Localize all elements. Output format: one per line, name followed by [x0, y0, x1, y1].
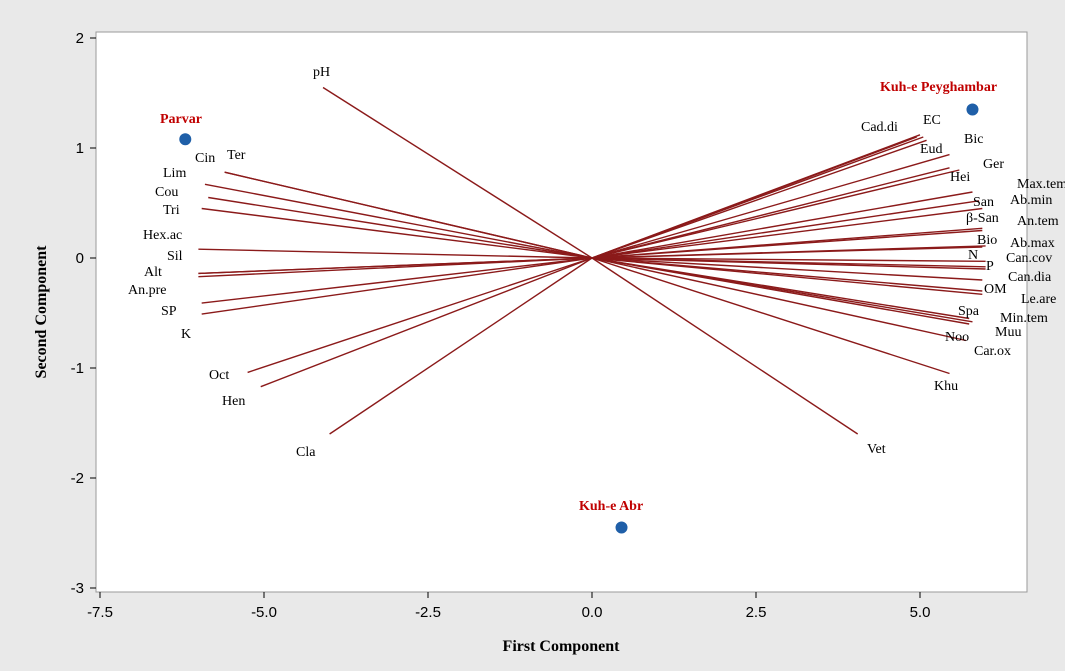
vector-label-muu: Muu: [995, 325, 1021, 340]
vector-label-tri: Tri: [163, 203, 180, 218]
y-tick-label: -1: [71, 360, 84, 377]
vector-label-ph: pH: [313, 65, 330, 80]
vectors-layer: [198, 86, 986, 435]
site-label-parvar: Parvar: [160, 112, 202, 127]
site-point-kuh-e-abr: [615, 521, 628, 534]
vector-ter: [224, 171, 593, 259]
x-tick-label: 5.0: [910, 604, 931, 621]
vector-car-ox: [591, 257, 967, 342]
y-tick-label: 1: [76, 140, 84, 157]
vector-label-p: P: [986, 259, 994, 274]
vector-an-tem: [591, 207, 983, 259]
x-axis: -7.5 -5.0 -2.5 0.0 2.5 5.0: [87, 592, 930, 621]
vector-ph: [322, 86, 593, 259]
vector-label-bic: Bic: [964, 132, 983, 147]
vector-label-cad-di: Cad.di: [861, 120, 898, 135]
vector-lim: [204, 183, 593, 259]
vector-oct: [247, 257, 593, 374]
vector-label-sp: SP: [161, 304, 177, 319]
vector-label-sil: Sil: [167, 249, 183, 264]
vector-label-ec: EC: [923, 113, 941, 128]
vector-san: [591, 227, 983, 259]
vector-ger: [591, 153, 950, 259]
site-label-kuh-e-peyghambar: Kuh-e Peyghambar: [880, 80, 997, 95]
y-tick-label: 2: [76, 30, 84, 47]
x-tick-label: 0.0: [582, 604, 603, 621]
x-tick-label: -2.5: [415, 604, 441, 621]
vector-eud: [591, 139, 927, 259]
x-tick-label: -7.5: [87, 604, 113, 621]
y-tick-label: 0: [76, 250, 84, 267]
vector-label-oct: Oct: [209, 368, 229, 383]
vector-label-om: OM: [984, 282, 1007, 297]
vector-om: [591, 257, 983, 281]
vector-label-k: K: [181, 327, 191, 342]
vector-ab-max: [591, 245, 986, 259]
vector-cad-di: [591, 136, 917, 259]
vector-san: [591, 200, 980, 259]
y-tick-label: -2: [71, 470, 84, 487]
vector-label-ter: Ter: [227, 148, 246, 163]
vector-can-cov: [591, 257, 986, 262]
vector-label-can-cov: Can.cov: [1006, 251, 1052, 266]
site-label-kuh-e-abr: Kuh-e Abr: [579, 499, 643, 514]
vector-khu: [591, 257, 950, 375]
vector-label-san: San: [973, 195, 994, 210]
vector-tri: [201, 207, 593, 259]
x-tick-label: -5.0: [251, 604, 277, 621]
vector-label-can-dia: Can.dia: [1008, 270, 1052, 285]
vector-le-are: [591, 257, 983, 292]
vector-label-hen: Hen: [222, 394, 245, 409]
y-tick-label: -3: [71, 580, 84, 597]
vector-label-alt: Alt: [144, 265, 162, 280]
vector-label-le-are: Le.are: [1021, 292, 1056, 307]
vector-label-cin: Cin: [195, 151, 215, 166]
vector-label-an-tem: An.tem: [1017, 214, 1059, 229]
vector-label-bio: Bio: [977, 233, 997, 248]
vector-label-vet: Vet: [867, 442, 886, 457]
vector-label-ab-max: Ab.max: [1010, 236, 1055, 251]
vector-label-an-pre: An.pre: [128, 283, 167, 298]
vector-label-car-ox: Car.ox: [974, 344, 1011, 359]
plot-area: [95, 31, 1028, 593]
vector-label-hex-ac: Hex.ac: [143, 228, 182, 243]
x-axis-title: First Component: [503, 638, 621, 655]
vector-spa: [591, 257, 970, 320]
vector-label-spa: Spa: [958, 304, 980, 319]
vector-label-san: β-San: [966, 211, 999, 226]
vector-label-cou: Cou: [155, 185, 178, 200]
vector-ab-min: [591, 191, 973, 259]
vector-label-cla: Cla: [296, 445, 316, 460]
vector-label-lim: Lim: [163, 166, 186, 181]
vector-vet: [591, 257, 859, 435]
vector-hei: [591, 167, 950, 259]
vector-labels-layer: pH Cin Ter Lim Cou Tri Hex.ac Sil Alt An.pre SP K Oc…: [128, 65, 1065, 460]
vector-cou: [208, 196, 593, 259]
y-axis-title: Second Component: [33, 245, 50, 379]
site-point-parvar: [179, 133, 192, 146]
vector-label-max-tem: Max.tem: [1017, 177, 1065, 192]
vector-label-eud: Eud: [920, 142, 943, 157]
vector-hen: [260, 257, 593, 388]
vector-cla: [329, 257, 593, 435]
vector-k: [198, 257, 593, 275]
vector-label-min-tem: Min.tem: [1000, 311, 1048, 326]
vector-label-n: N: [968, 248, 978, 263]
vector-label-noo: Noo: [945, 330, 969, 345]
vector-an-pre: [201, 257, 593, 304]
x-tick-label: 2.5: [746, 604, 767, 621]
vector-label-khu: Khu: [934, 379, 958, 394]
vector-hex-ac: [198, 248, 593, 259]
vector-label-ger: Ger: [983, 157, 1004, 172]
vector-label-hei: Hei: [950, 170, 970, 185]
vector-max-tem: [591, 169, 960, 259]
sites-layer: Parvar Kuh-e Peyghambar Kuh-e Abr: [160, 80, 997, 534]
vector-sp: [201, 257, 593, 315]
site-point-kuh-e-peyghambar: [966, 103, 979, 116]
y-axis: -3 -2 -1 0 1 2: [71, 30, 96, 597]
vector-p: [591, 257, 986, 268]
vector-label-ab-min: Ab.min: [1010, 193, 1052, 208]
